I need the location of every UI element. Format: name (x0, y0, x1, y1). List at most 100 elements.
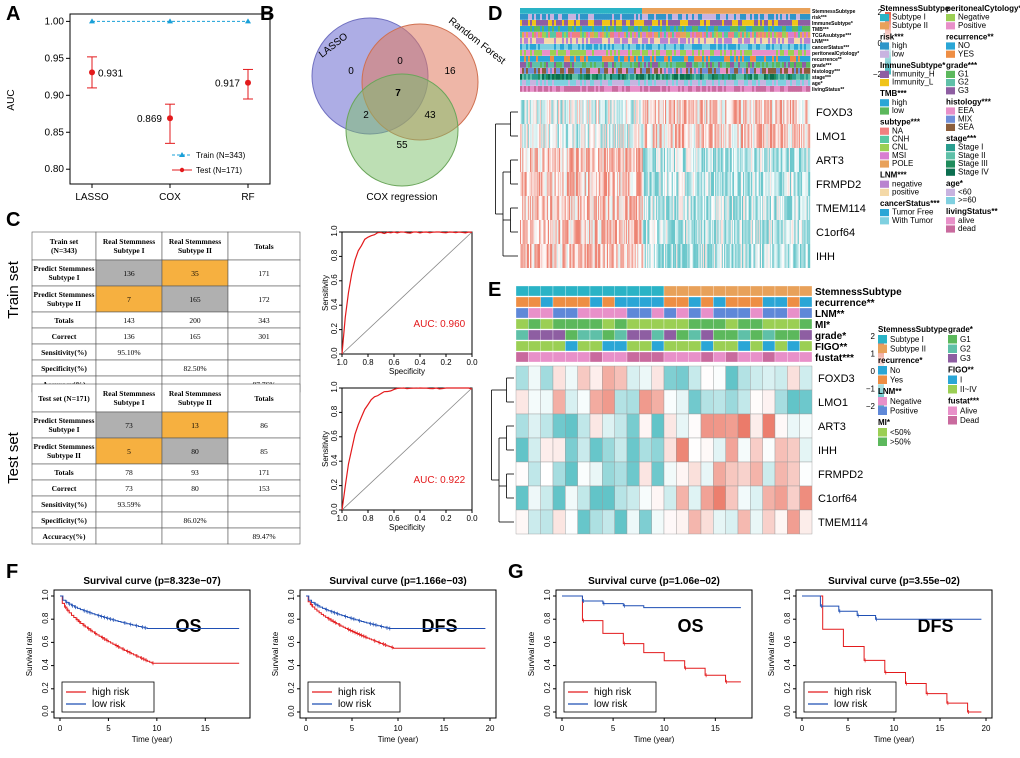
annotation-cell (690, 86, 693, 92)
annotation-cell (748, 50, 751, 56)
table-cell-text: 73 (125, 421, 133, 430)
heatmap-cell (760, 220, 763, 244)
heatmap-cell (610, 196, 612, 220)
annotation-cell (750, 62, 753, 68)
heatmap-cell (661, 124, 663, 148)
heatmap-cell (567, 148, 570, 172)
heatmap-cell (778, 124, 781, 148)
annotation-cell (648, 68, 651, 74)
heatmap-cell (646, 148, 648, 172)
heatmap-cell (755, 244, 757, 268)
heatmap-cell (571, 172, 573, 196)
heatmap-cell (728, 100, 730, 124)
heatmap-cell (647, 124, 649, 148)
heatmap-cell (649, 124, 651, 148)
heatmap-cell (796, 220, 798, 244)
heatmap-cell (552, 389, 566, 415)
annotation-cell (666, 20, 669, 26)
annotation-cell (560, 8, 563, 14)
annotation-cell (582, 26, 585, 32)
heatmap-cell (669, 148, 671, 172)
annotation-cell (804, 38, 807, 44)
heatmap-cell (627, 244, 629, 268)
heatmap-cell (741, 148, 744, 172)
heatmap-cell (644, 100, 647, 124)
heatmap-cell (608, 124, 610, 148)
heatmap-cell (582, 148, 584, 172)
annotation-cell (552, 86, 555, 92)
heatmap-cell (594, 196, 597, 220)
legend-swatch (880, 160, 889, 168)
annotation-cell (786, 68, 789, 74)
heatmap-cell (669, 124, 671, 148)
annotation-cell (706, 20, 709, 26)
heatmap-cell (678, 244, 680, 268)
annotation-cell (782, 20, 785, 26)
heatmap-cell (585, 244, 588, 268)
heatmap-cell (614, 413, 628, 439)
heatmap-cell (617, 196, 619, 220)
heatmap-cell (673, 100, 676, 124)
annotation-cell (576, 50, 579, 56)
heatmap-cell (601, 172, 603, 196)
heatmap-cell (700, 437, 714, 463)
train-point (167, 18, 173, 24)
annotation-cell (748, 62, 751, 68)
annotation-cell (572, 38, 575, 44)
annotation-cell (764, 14, 767, 20)
annotation-cell (684, 44, 687, 50)
annotation-cell (602, 340, 615, 352)
scale-swatch (878, 388, 884, 393)
annotation-cell (718, 56, 721, 62)
heatmap-cell (639, 172, 641, 196)
annotation-cell (706, 44, 709, 50)
survival-xtick-label: 5 (106, 724, 111, 733)
table-cell-text: 5 (127, 447, 131, 456)
heatmap-cell (731, 124, 734, 148)
annotation-cell (792, 80, 795, 86)
heatmap-cell (536, 196, 539, 220)
annotation-cell (742, 50, 745, 56)
annotation-cell (694, 68, 697, 74)
heatmap-cell (658, 124, 660, 148)
annotation-cell (714, 32, 717, 38)
legend-item-label: low (892, 49, 904, 58)
heatmap-cell (725, 461, 739, 487)
heatmap-cell (731, 172, 734, 196)
annotation-cell (628, 8, 631, 14)
annotation-cell (586, 68, 589, 74)
legend-item-label: Tumor Free (892, 208, 934, 217)
annotation-cell (534, 32, 537, 38)
heatmap-cell (772, 172, 774, 196)
heatmap-cell (725, 100, 727, 124)
annotation-cell (682, 26, 685, 32)
annotation-cell (664, 86, 667, 92)
heatmap-cell (690, 124, 692, 148)
heatmap-cell (705, 244, 707, 268)
annotation-cell (712, 26, 715, 32)
annotation-cell (626, 14, 629, 20)
heatmap-cell (716, 196, 718, 220)
annotation-cell (644, 68, 647, 74)
heatmap-cell (675, 196, 677, 220)
annotation-cell (670, 56, 673, 62)
heatmap-cell (536, 100, 539, 124)
annotation-cell (750, 318, 763, 330)
heatmap-cell (700, 244, 703, 268)
annotation-cell (542, 56, 545, 62)
heatmap-cell (659, 196, 661, 220)
annotation-cell (600, 14, 603, 20)
heatmap-cell (744, 100, 746, 124)
annotation-cell (524, 26, 527, 32)
heatmap-cell (743, 148, 745, 172)
heatmap-cell (642, 196, 645, 220)
annotation-cell (586, 80, 589, 86)
annotation-cell (548, 56, 551, 62)
heatmap-cell (782, 244, 784, 268)
heatmap-cell (788, 220, 791, 244)
heatmap-cell (802, 124, 804, 148)
heatmap-cell (715, 148, 717, 172)
heatmap-cell (668, 244, 670, 268)
annotation-cell (720, 38, 723, 44)
annotation-cell (748, 26, 751, 32)
